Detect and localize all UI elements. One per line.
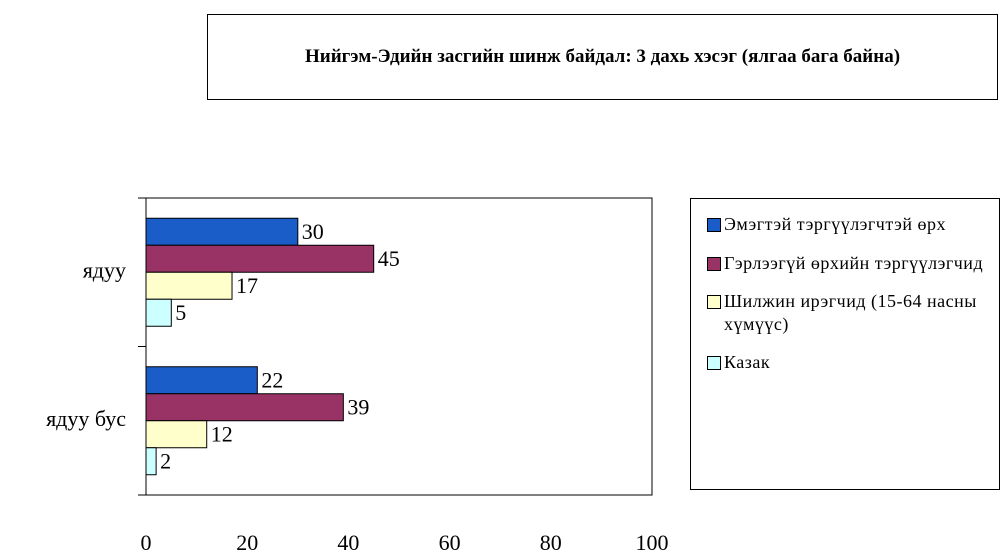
bar <box>145 447 157 476</box>
legend-item: Казак <box>707 351 989 374</box>
legend-label: Эмэгтэй тэргүүлэгчтэй өрх <box>724 214 947 234</box>
data-label: 5 <box>175 300 186 325</box>
x-tick-label: 60 <box>439 530 461 555</box>
bar <box>145 271 233 300</box>
chart-title: Нийгэм-Эдийн засгийн шинж байдал: 3 дахь… <box>207 14 998 100</box>
data-label: 2 <box>160 448 171 473</box>
data-label: 39 <box>347 394 369 419</box>
legend-label: Гэрлээгүй өрхийн тэргүүлэгчид <box>724 252 984 273</box>
chart: 0 20 40 60 80 100 ядуу 30 45 17 5 ядуу бус 22 39 12 2 <box>46 197 669 555</box>
data-label: 22 <box>261 367 283 392</box>
bar <box>145 420 208 449</box>
bar <box>145 244 375 273</box>
x-tick-label: 40 <box>337 530 359 555</box>
legend-label: Казак <box>724 352 771 372</box>
legend-swatch <box>707 356 721 370</box>
legend-label: Шилжин ирэгчид (15-64 насны хүмүүс) <box>724 291 977 334</box>
data-label: 30 <box>302 219 324 244</box>
bar <box>145 298 172 327</box>
bar <box>145 393 344 422</box>
y-tick-label: ядуу <box>83 257 126 282</box>
legend-item: Гэрлээгүй өрхийн тэргүүлэгчид <box>707 252 989 275</box>
data-label: 45 <box>378 246 400 271</box>
data-label: 17 <box>236 273 258 298</box>
x-tick-label: 0 <box>141 530 152 555</box>
x-tick-label: 100 <box>636 530 669 555</box>
bar <box>145 217 299 246</box>
legend-item: Шилжин ирэгчид (15-64 насны хүмүүс) <box>707 290 989 335</box>
legend-item: Эмэгтэй тэргүүлэгчтэй өрх <box>707 213 989 236</box>
x-tick-label: 80 <box>540 530 562 555</box>
legend: Эмэгтэй тэргүүлэгчтэй өрх Гэрлээгүй өрхий… <box>690 198 1000 490</box>
legend-swatch <box>707 218 721 232</box>
bar <box>145 366 258 395</box>
x-tick-label: 20 <box>236 530 258 555</box>
legend-swatch <box>707 256 721 271</box>
legend-swatch <box>707 295 721 309</box>
y-tick-label: ядуу бус <box>46 406 126 431</box>
data-label: 12 <box>211 421 233 446</box>
